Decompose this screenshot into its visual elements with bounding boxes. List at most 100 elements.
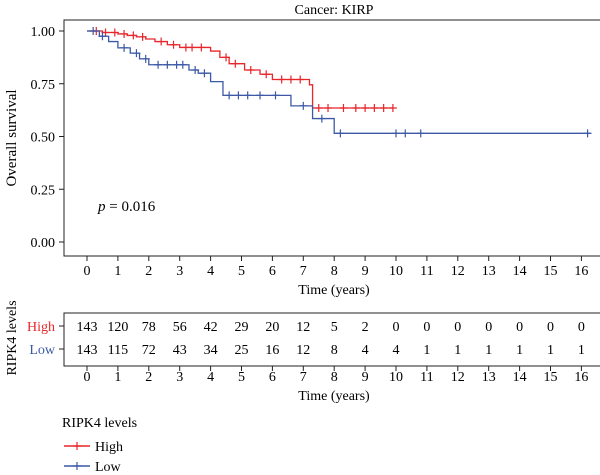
censor-mark-high [370,104,379,113]
censor-mark-low [141,54,150,63]
censor-mark-low [392,129,400,138]
risk-count: 34 [204,343,218,358]
risk-count: 1 [423,343,430,358]
x-tick-label: 9 [362,264,369,279]
censor-mark-high [262,70,271,79]
censor-mark-low [98,32,107,41]
censor-mark-low [200,69,209,78]
x-tick-label: 13 [482,264,496,279]
risk-count: 0 [454,320,461,335]
risk-count: 1 [578,343,585,358]
risk-count: 1 [547,343,554,358]
risk-row-label: Low [29,343,56,358]
risk-count: 0 [423,320,430,335]
censor-mark-low [416,129,425,138]
p-symbol: p [97,199,106,215]
censor-mark-high [222,53,231,62]
censor-mark-low [234,91,243,100]
censor-mark-high [197,43,206,52]
risk-row-label: High [27,320,55,335]
risk-count: 0 [485,320,492,335]
legend-item-label: High [95,440,123,455]
chart-title: Cancer: KIRP [295,3,374,18]
x-tick-label: 5 [238,264,245,279]
risk-count: 8 [331,343,338,358]
risk-table-title: RIPK4 levels [5,300,20,375]
censor-mark-high [339,104,348,113]
x-tick-label: 10 [389,264,403,279]
censor-mark-high [129,31,138,40]
legend-title: RIPK4 levels [62,416,137,431]
censor-mark-high [138,32,147,41]
p-value-annotation: p = 0.016 [97,199,156,215]
risk-count: 25 [235,343,249,358]
risk-table-x-label: Time (years) [298,389,370,404]
plot-frame [63,19,600,257]
x-tick-label: 7 [300,264,307,279]
censor-mark-low [132,49,141,58]
censor-mark-low [299,101,308,110]
risk-count: 12 [296,343,310,358]
censor-mark-high [361,104,370,113]
risk-x-tick-label: 5 [238,370,245,385]
censor-mark-high [246,66,255,75]
risk-x-tick-label: 8 [331,370,338,385]
risk-count: 4 [393,343,400,358]
censor-mark-low [271,91,280,100]
y-axis-label: Overall survival [4,89,20,186]
censor-mark-low [120,43,129,52]
x-tick-label: 4 [207,264,214,279]
survival-curve-low [87,30,591,134]
censor-mark-low [89,27,98,35]
risk-x-tick-label: 16 [574,370,588,385]
y-tick-label: 0.00 [31,236,56,251]
censor-mark-high [379,104,388,113]
censor-mark-high [324,104,333,113]
y-tick-label: 0.50 [31,131,56,146]
y-tick-label: 0.75 [31,78,56,93]
x-tick-label: 3 [176,264,183,279]
risk-x-tick-label: 14 [513,370,527,385]
risk-count: 115 [108,343,128,358]
risk-count: 1 [454,343,461,358]
risk-x-tick-label: 13 [482,370,496,385]
x-tick-label: 15 [544,264,558,279]
censor-mark-high [286,75,295,84]
risk-count: 56 [173,320,187,335]
censor-mark-low [163,60,172,69]
censor-mark-high [351,104,360,113]
censor-mark-low [178,60,187,69]
risk-count: 0 [578,320,585,335]
censor-mark-low [401,129,410,138]
censor-mark-high [110,28,119,37]
risk-count: 143 [77,320,98,335]
censor-mark-low [336,129,345,138]
censor-mark-low [317,114,326,123]
risk-x-tick-label: 7 [300,370,307,385]
x-tick-label: 12 [451,264,465,279]
risk-x-tick-label: 3 [176,370,183,385]
censor-mark-high [157,37,166,46]
risk-x-tick-label: 12 [451,370,465,385]
x-tick-label: 11 [420,264,433,279]
risk-count: 20 [265,320,279,335]
risk-count: 143 [77,343,98,358]
risk-count: 42 [204,320,218,335]
censor-mark-low [191,66,200,75]
legend: RIPK4 levels High Low [62,416,137,475]
y-tick-label: 1.00 [31,25,56,40]
legend-item-label: Low [95,460,122,475]
risk-x-tick-label: 15 [544,370,558,385]
risk-count: 5 [331,320,338,335]
survival-curves [87,27,592,138]
censor-mark-high [388,104,397,113]
risk-count: 16 [265,343,279,358]
p-value-text: = 0.016 [106,199,156,215]
risk-count: 29 [235,320,249,335]
legend-marker [73,442,81,450]
risk-count: 43 [173,343,187,358]
risk-count: 4 [362,343,369,358]
risk-count: 0 [547,320,554,335]
censor-mark-low [243,91,252,100]
